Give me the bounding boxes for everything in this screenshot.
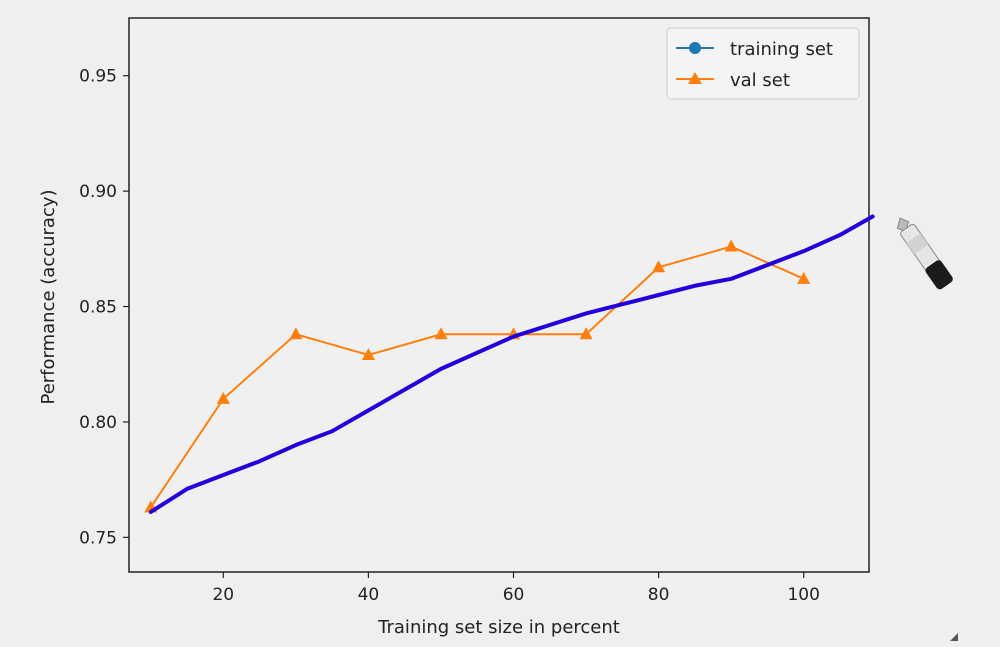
y-tick-label: 0.75: [79, 528, 117, 548]
legend: training set val set: [666, 27, 860, 100]
plot-area: [128, 17, 870, 573]
legend-label-training-set: training set: [730, 39, 833, 60]
series-layer: [144, 239, 811, 513]
data-point-val-set: [652, 260, 666, 273]
legend-label-val-set: val set: [730, 70, 790, 91]
data-point-val-set: [579, 327, 593, 340]
x-tick-label: 100: [787, 585, 819, 605]
y-tick-label: 0.80: [79, 413, 117, 433]
marker-pen-icon: [896, 217, 953, 290]
x-tick-label: 20: [212, 585, 234, 605]
y-axis: 0.75 0.80 0.85 0.90 0.95: [79, 67, 129, 548]
data-point-val-set: [361, 348, 375, 361]
y-tick-label: 0.95: [79, 67, 117, 87]
data-point-val-set: [216, 391, 230, 404]
y-axis-label: Performance (accuracy): [38, 189, 59, 404]
x-axis-label: Training set size in percent: [377, 617, 620, 638]
legend-box: [666, 27, 860, 100]
annotation-layer: [148, 214, 875, 514]
y-tick-label: 0.85: [79, 298, 117, 318]
x-tick-label: 60: [503, 585, 525, 605]
data-point-val-set: [434, 327, 448, 340]
x-tick-label: 80: [648, 585, 670, 605]
data-point-val-set: [797, 271, 811, 284]
series-line-val-set: [149, 245, 805, 508]
hand-drawn-annotation-stroke: [148, 214, 875, 514]
data-point-val-set: [289, 327, 303, 340]
y-tick-label: 0.90: [79, 182, 117, 202]
data-point-val-set: [724, 239, 738, 252]
legend-marker-training-set: [689, 42, 701, 54]
x-tick-label: 40: [358, 585, 380, 605]
legend-marker-val-set: [688, 72, 702, 84]
corner-resize-grip: [950, 633, 958, 641]
x-axis: 20 40 60 80 100: [212, 572, 820, 605]
